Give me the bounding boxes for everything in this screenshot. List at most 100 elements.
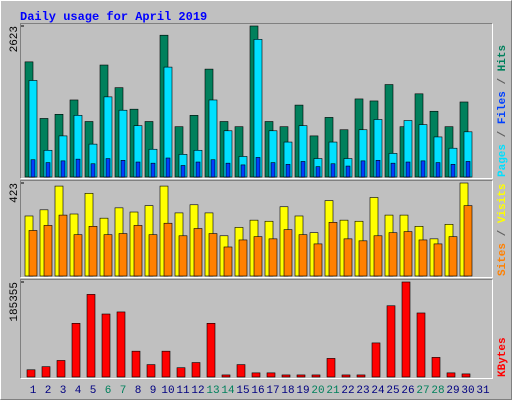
- bar: [45, 162, 51, 178]
- bar: [133, 225, 143, 277]
- bar: [251, 372, 261, 378]
- legend-entry: Sites: [497, 243, 509, 276]
- x-tick-label: 11: [176, 385, 190, 397]
- panel-bevel-dark: [20, 23, 493, 179]
- bar: [463, 205, 473, 277]
- bar: [131, 350, 141, 378]
- bar: [403, 231, 413, 277]
- bar: [420, 160, 426, 178]
- x-tick-label: 20: [311, 385, 324, 397]
- bar: [86, 294, 96, 378]
- bar: [341, 374, 351, 378]
- panel-bevel-dark: [20, 180, 493, 278]
- x-tick-label: 27: [416, 385, 429, 397]
- bar: [135, 161, 141, 178]
- bar: [88, 226, 98, 277]
- bar: [296, 374, 306, 378]
- bar: [358, 240, 368, 277]
- bar: [56, 360, 66, 378]
- bar: [120, 160, 126, 178]
- bar: [270, 162, 276, 178]
- bar: [60, 160, 66, 178]
- bar: [71, 323, 81, 378]
- x-tick-label: 23: [356, 385, 369, 397]
- bar: [58, 214, 68, 277]
- bar: [176, 367, 186, 378]
- bar: [315, 166, 321, 178]
- bar: [178, 235, 188, 277]
- bar: [330, 163, 336, 178]
- bar: [390, 162, 396, 178]
- bar: [283, 229, 293, 277]
- bar: [105, 158, 111, 178]
- bar: [343, 238, 353, 277]
- bar: [388, 232, 398, 277]
- bar: [418, 239, 428, 277]
- bar: [328, 222, 338, 277]
- bar: [41, 366, 51, 378]
- bar: [266, 372, 276, 378]
- x-tick-label: 22: [341, 385, 354, 397]
- y-tick-label: 423: [9, 183, 21, 203]
- bar: [465, 161, 471, 178]
- legend-entry: Visits: [497, 184, 509, 224]
- panel-bevel-dark: [20, 279, 493, 379]
- bar: [268, 238, 278, 277]
- x-tick-label: 12: [191, 385, 204, 397]
- bar: [28, 230, 38, 277]
- x-tick-label: 15: [236, 385, 249, 397]
- legend-separator: /: [497, 124, 509, 144]
- x-tick-label: 17: [266, 385, 279, 397]
- legend: KBytes: [497, 337, 509, 377]
- bar: [416, 312, 426, 378]
- bar: [210, 159, 216, 178]
- bar: [195, 161, 201, 178]
- bar: [148, 234, 158, 277]
- bar: [356, 374, 366, 378]
- bar: [431, 357, 441, 378]
- bar: [433, 243, 443, 277]
- x-tick-label: 6: [105, 385, 112, 397]
- x-tick-label: 21: [326, 385, 340, 397]
- legend-entry: Hits: [497, 45, 509, 71]
- x-tick-label: 30: [461, 385, 474, 397]
- x-tick-label: 29: [446, 385, 459, 397]
- x-tick-label: 31: [476, 385, 490, 397]
- bar: [30, 159, 36, 178]
- legend: Pages / Files / Hits: [497, 45, 509, 177]
- x-tick-label: 9: [150, 385, 157, 397]
- bar: [180, 165, 186, 178]
- bar: [253, 39, 263, 178]
- bar: [285, 164, 291, 178]
- bar: [373, 235, 383, 277]
- bar: [118, 233, 128, 277]
- bar: [208, 233, 218, 277]
- x-tick-label: 13: [206, 385, 219, 397]
- x-tick-label: 7: [120, 385, 127, 397]
- bar: [281, 374, 291, 378]
- bar: [225, 162, 231, 178]
- bar: [101, 313, 111, 378]
- x-tick-label: 2: [45, 385, 52, 397]
- bar: [461, 373, 471, 378]
- bar: [326, 358, 336, 378]
- legend-entry: Files: [497, 91, 509, 124]
- chart-title: Daily usage for April 2019: [20, 10, 207, 24]
- bar: [313, 243, 323, 277]
- bar: [221, 374, 231, 378]
- x-tick-label: 4: [75, 385, 82, 397]
- bar: [193, 228, 203, 277]
- x-tick-label: 16: [251, 385, 264, 397]
- legend-separator: /: [497, 223, 509, 243]
- bar: [165, 157, 171, 178]
- bar: [240, 164, 246, 178]
- bar: [223, 246, 233, 277]
- bar: [163, 222, 173, 277]
- x-tick-label: 24: [371, 385, 385, 397]
- bar: [375, 160, 381, 178]
- panel-bevel-light: [20, 23, 493, 179]
- bar: [300, 161, 306, 178]
- bar: [401, 281, 411, 378]
- bar: [73, 234, 83, 277]
